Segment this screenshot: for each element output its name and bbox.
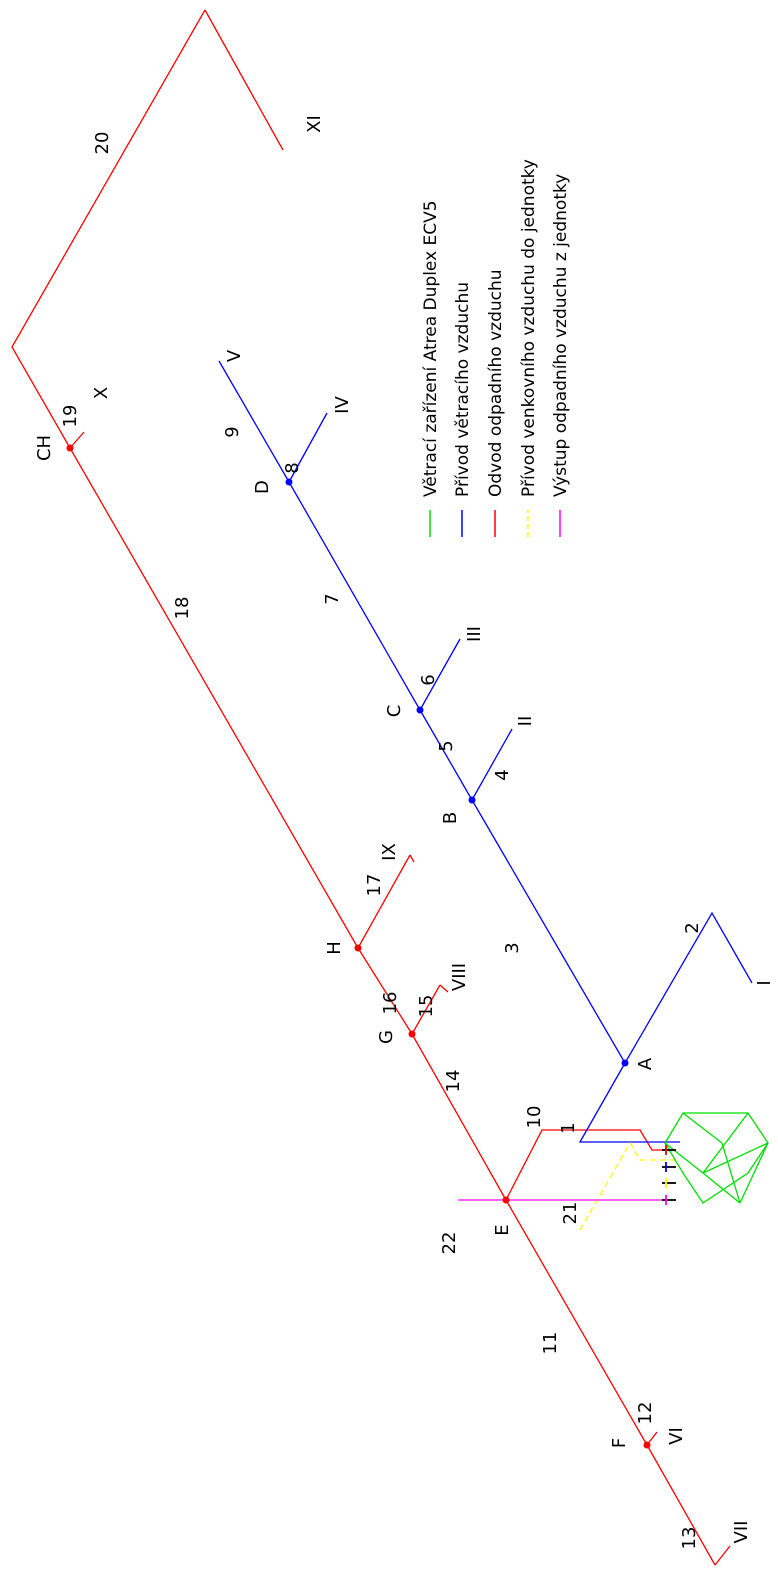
branch-xi — [204, 9, 284, 151]
branch-i — [624, 911, 753, 1064]
duct-unit-extract-10 — [505, 1129, 670, 1201]
outlet-label-x: X — [91, 387, 112, 399]
node-label-ch: CH — [34, 435, 55, 461]
segment-label-11: 11 — [540, 1332, 561, 1355]
segment-label-4: 4 — [492, 769, 513, 780]
segment-label-16: 16 — [380, 992, 401, 1015]
node-label-e: E — [492, 1224, 513, 1235]
junction-c — [416, 706, 424, 714]
legend-label-extract: Odvod odpadního vzduchu — [486, 269, 506, 497]
node-label-b: B — [440, 812, 461, 824]
segment-label-20: 20 — [92, 132, 113, 155]
junction-ch — [66, 444, 74, 452]
branch-viii — [411, 984, 441, 1035]
segment-label-1: 1 — [558, 1122, 579, 1133]
outlet-label-iv: IV — [332, 396, 353, 414]
branch-ii — [471, 728, 513, 801]
junction-points — [66, 444, 651, 1449]
junction-e — [502, 1196, 510, 1204]
outlet-label-ix: IX — [379, 843, 400, 861]
segment-label-12: 12 — [635, 1402, 656, 1425]
legend-item-unit: Větrací zařízení Atrea Duplex ECV5 — [421, 200, 441, 537]
segment-label-5: 5 — [436, 740, 457, 751]
junction-b — [468, 796, 476, 804]
segment-label-18: 18 — [172, 597, 193, 620]
node-label-c: C — [384, 705, 405, 718]
branch-ix-tick — [409, 854, 415, 863]
segment-label-15: 15 — [416, 995, 437, 1018]
outlet-label-vi: VI — [666, 1427, 687, 1445]
segment-label-2: 2 — [682, 922, 703, 933]
outlet-label-v: V — [224, 349, 245, 362]
node-label-g: G — [376, 1030, 397, 1044]
outlet-label-vii: VII — [731, 1521, 752, 1544]
branch-iv — [288, 412, 328, 483]
legend-label-supply: Přívod větracího vzduchu — [453, 282, 473, 497]
segment-label-9: 9 — [222, 426, 243, 437]
legend-item-outdoor: Přívod venkovního vzduchu do jednotky — [519, 159, 539, 537]
node-label-f: F — [609, 1438, 630, 1448]
extract-main-duct — [11, 9, 716, 1566]
unit-connection-stubs — [662, 1145, 676, 1205]
junction-a — [621, 1059, 629, 1067]
junction-d — [285, 478, 293, 486]
branch-vii — [714, 1545, 731, 1566]
ventilation-unit-icon — [664, 1112, 769, 1204]
segment-label-10: 10 — [524, 1106, 545, 1129]
branch-iii — [419, 638, 461, 711]
branch-x — [69, 431, 85, 449]
legend-item-supply: Přívod větracího vzduchu — [453, 282, 473, 537]
segment-label-8: 8 — [282, 462, 303, 473]
branch-viii-tick — [439, 984, 449, 993]
branch-ix — [357, 854, 411, 949]
segment-label-21: 21 — [560, 1202, 581, 1225]
segment-label-19: 19 — [60, 405, 81, 428]
outlet-label-i: I — [754, 980, 775, 985]
node-label-h: H — [324, 941, 345, 955]
diagram-labels: CH H G E F D C B A I II III IV V VI VII … — [34, 115, 775, 1549]
segment-label-3: 3 — [502, 942, 523, 953]
outlet-label-xi: XI — [304, 115, 325, 133]
outlet-label-viii: VIII — [449, 963, 470, 991]
junction-f — [643, 1441, 651, 1449]
outlet-label-ii: II — [515, 716, 536, 727]
node-label-a: A — [635, 1057, 656, 1070]
outlet-label-iii: III — [464, 626, 485, 642]
legend-label-outdoor: Přívod venkovního vzduchu do jednotky — [519, 159, 539, 497]
legend-label-unit: Větrací zařízení Atrea Duplex ECV5 — [421, 200, 441, 497]
duct-unit-supply-1 — [578, 1062, 680, 1143]
segment-label-22: 22 — [439, 1232, 460, 1255]
segment-label-7: 7 — [322, 593, 343, 604]
segment-label-13: 13 — [679, 1527, 700, 1550]
legend-item-extract: Odvod odpadního vzduchu — [486, 269, 506, 537]
legend: Větrací zařízení Atrea Duplex ECV5 Přívo… — [421, 159, 571, 537]
segment-label-14: 14 — [443, 1070, 464, 1093]
extract-air-duct-network — [11, 9, 731, 1566]
segment-label-17: 17 — [364, 874, 385, 897]
segment-label-6: 6 — [418, 674, 439, 685]
legend-item-exhaust: Výstup odpadního vzduchu z jednotky — [551, 174, 571, 537]
node-label-d: D — [252, 480, 273, 494]
junction-g — [408, 1030, 416, 1038]
junction-h — [354, 944, 362, 952]
outdoor-air-intake-duct — [579, 1141, 680, 1231]
legend-label-exhaust: Výstup odpadního vzduchu z jednotky — [551, 174, 571, 497]
